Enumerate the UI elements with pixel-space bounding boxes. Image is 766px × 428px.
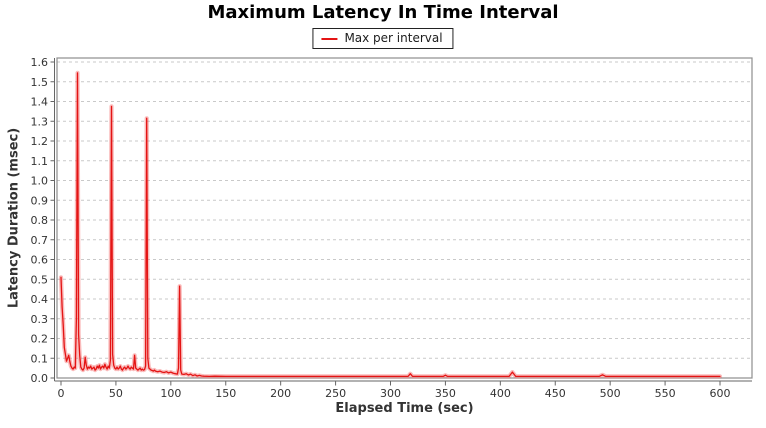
x-tick-label: 300 xyxy=(380,387,401,400)
y-tick-label: 0.3 xyxy=(31,313,49,326)
x-tick-label: 100 xyxy=(160,387,181,400)
plot-border xyxy=(56,57,753,379)
y-tick-label: 0.8 xyxy=(31,214,49,227)
series-line-glow xyxy=(58,70,723,379)
y-tick-label: 0.7 xyxy=(31,234,49,247)
legend-line-swatch xyxy=(321,37,338,40)
y-tick-label: 0.9 xyxy=(31,194,49,207)
y-tick-label: 1.6 xyxy=(31,56,49,69)
x-axis-title: Elapsed Time (sec) xyxy=(335,401,474,416)
x-tick-label: 450 xyxy=(545,387,566,400)
chart-title: Maximum Latency In Time Interval xyxy=(207,2,559,23)
y-tick-label: 1.3 xyxy=(31,115,49,128)
y-tick-label: 1.5 xyxy=(31,76,49,89)
y-tick-label: 0.2 xyxy=(31,333,49,346)
legend: Max per interval xyxy=(312,28,454,49)
x-tick-label: 200 xyxy=(270,387,291,400)
series-line xyxy=(60,72,721,378)
x-tick-label: 50 xyxy=(109,387,123,400)
y-tick-label: 1.4 xyxy=(31,96,49,109)
x-tick-label: 400 xyxy=(490,387,511,400)
x-tick-label: 550 xyxy=(655,387,676,400)
x-tick-label: 600 xyxy=(710,387,731,400)
x-tick-label: 250 xyxy=(325,387,346,400)
y-tick-label: 1.1 xyxy=(31,155,49,168)
x-tick-label: 0 xyxy=(58,387,65,400)
y-tick-label: 0.6 xyxy=(31,254,49,267)
x-tick-label: 500 xyxy=(600,387,621,400)
legend-label: Max per interval xyxy=(344,31,443,45)
y-tick-label: 0.0 xyxy=(31,372,49,385)
x-tick-label: 350 xyxy=(435,387,456,400)
y-tick-label: 1.0 xyxy=(31,175,49,188)
y-tick-label: 0.4 xyxy=(31,293,49,306)
y-tick-label: 0.5 xyxy=(31,273,49,286)
x-tick-label: 150 xyxy=(215,387,236,400)
y-tick-label: 1.2 xyxy=(31,135,49,148)
y-tick-label: 0.1 xyxy=(31,352,49,365)
